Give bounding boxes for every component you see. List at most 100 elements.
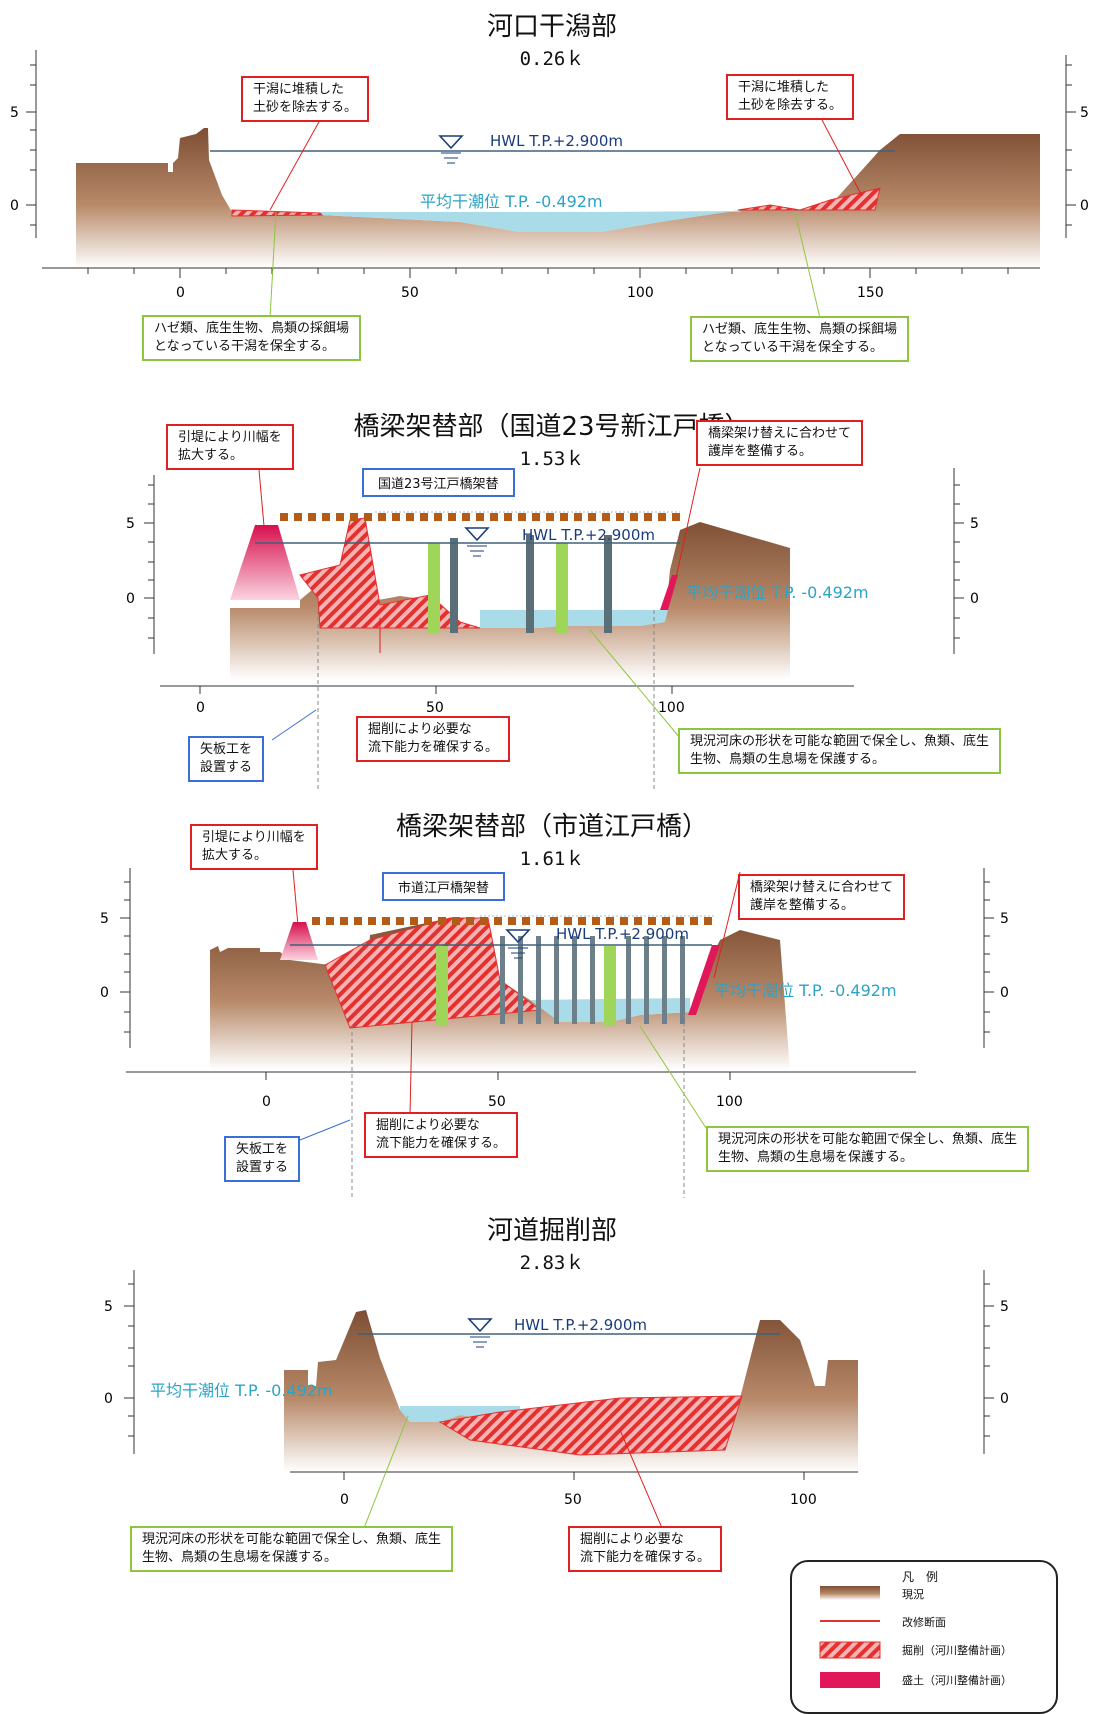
water-bed (480, 610, 668, 628)
y-tick-5-right: 5 (970, 516, 979, 532)
x-tick-100: 100 (627, 285, 654, 301)
x-tick-50: 50 (488, 1094, 506, 1110)
legend-item-existing: 現況 (902, 1588, 924, 1601)
y-tick-0-right: 0 (1000, 1391, 1009, 1407)
note-preserve-tidal-flat-right: ハゼ類、底生生物、鳥類の採餌場 となっている干潟を保全する。 (690, 316, 910, 362)
y-tick-5: 5 (126, 516, 135, 532)
note-sheet-pile: 矢板工を 設置する (224, 1136, 301, 1182)
bridge-label: 市道江戸橋架替 (382, 872, 506, 901)
embankment-right (688, 945, 720, 1015)
embankment-right (660, 575, 678, 610)
mean-low-tide-label: 平均干潮位 T.P. -0.492m (714, 981, 897, 1000)
legend-title: 凡 例 (902, 1570, 939, 1584)
excavation-left (231, 209, 324, 217)
x-tick-50: 50 (401, 285, 419, 301)
note-revetment: 橋梁架け替えに合わせて 護岸を整備する。 (738, 874, 906, 920)
hwl-label: HWL T.P.+2.900m (490, 132, 623, 150)
cross-section-chart: 5 0 5 0 HWL T.P.+2.900m 平均干潮位 T.P. -0.49… (126, 435, 979, 792)
excavation-right (737, 187, 881, 211)
legend-item-excavation: 掘削（河川整備計画） (902, 1644, 1012, 1657)
note-remove-sediment-left: 干潟に堆積した 土砂を除去する。 (241, 76, 370, 122)
y-tick-5-right: 5 (1080, 105, 1089, 121)
legend-swatch-existing (820, 1586, 880, 1600)
water-bed (322, 211, 738, 230)
section-km: 1.61ｋ (519, 848, 585, 870)
y-tick-0-right: 0 (1080, 198, 1089, 214)
section-title: 橋梁架替部（市道江戸橋） (395, 812, 708, 842)
hwl-label: HWL T.P.+2.900m (522, 526, 655, 544)
water-level-icon (464, 527, 490, 542)
ground-existing (76, 128, 1040, 268)
legend-swatch-fill (820, 1672, 880, 1688)
y-tick-5-right: 5 (1000, 1299, 1009, 1315)
note-preserve-riverbed: 現況河床の形状を可能な範囲で保全し、魚類、底生 生物、鳥類の生息場を保護する。 (130, 1526, 454, 1572)
x-tick-100: 100 (658, 700, 685, 716)
y-tick-0: 0 (126, 591, 135, 607)
x-tick-0: 0 (340, 1492, 349, 1508)
x-tick-0: 0 (176, 285, 185, 301)
section-km: 1.53ｋ (519, 448, 585, 470)
section-km: 0.26ｋ (519, 48, 585, 70)
section-bridge-national-route-23: 橋梁架替部（国道23号新江戸橋） 1.53ｋ 5 0 5 0 HWL T.P.+… (0, 400, 1104, 800)
x-tick-150: 150 (857, 285, 884, 301)
legend-item-fill: 盛土（河川整備計画） (902, 1674, 1012, 1687)
x-tick-100: 100 (716, 1094, 743, 1110)
water-bed (400, 1406, 520, 1422)
y-tick-5: 5 (10, 105, 19, 121)
mean-low-tide-label: 平均干潮位 T.P. -0.492m (686, 583, 869, 602)
note-remove-sediment-right: 干潟に堆積した 土砂を除去する。 (726, 74, 855, 120)
bridge-label: 国道23号江戸橋架替 (362, 468, 515, 497)
section-estuary-tidal-flat: 河口干潟部 0.26ｋ 5 0 5 0 HWL T.P.+2.900m 平均干潮… (0, 0, 1104, 362)
embankment-left (230, 525, 300, 600)
x-tick-0: 0 (196, 700, 205, 716)
y-tick-5: 5 (100, 911, 109, 927)
excavation (438, 1395, 743, 1456)
section-title: 河道掘削部 (486, 1216, 617, 1246)
note-setback-levee: 引堤により川幅を 拡大する。 (190, 824, 318, 870)
legend-swatch-excavation (819, 1641, 881, 1659)
old-pier (604, 535, 612, 633)
y-tick-0: 0 (100, 985, 109, 1001)
cross-section-chart: 5 0 5 0 HWL T.P.+2.900m 平均干潮位 T.P. -0.49… (10, 50, 1089, 319)
section-km: 2.83ｋ (519, 1252, 585, 1274)
y-tick-5-right: 5 (1000, 911, 1009, 927)
water-level-icon (505, 929, 531, 944)
x-tick-100: 100 (790, 1492, 817, 1508)
hwl-label: HWL T.P.+2.900m (514, 1316, 647, 1334)
x-tick-50: 50 (426, 700, 444, 716)
section-channel-excavation: 河道掘削部 2.83ｋ 5 0 5 0 HWL T.P.+2.900m 平均干潮… (0, 1210, 1104, 1572)
note-sheet-pile: 矢板工を 設置する (188, 736, 265, 782)
hwl-label: HWL T.P.+2.900m (556, 925, 689, 943)
x-tick-50: 50 (564, 1492, 582, 1508)
old-pier (526, 535, 534, 633)
embankment-left (280, 922, 318, 960)
mean-low-tide-label: 平均干潮位 T.P. -0.492m (150, 1381, 333, 1400)
note-setback-levee: 引堤により川幅を 拡大する。 (166, 424, 294, 470)
note-preserve-tidal-flat-left: ハゼ類、底生生物、鳥類の採餌場 となっている干潟を保全する。 (142, 315, 362, 361)
cross-section-chart: 5 0 5 0 HWL T.P.+2.900m 平均干潮位 T.P. -0.49… (104, 1270, 1009, 1529)
note-preserve-riverbed: 現況河床の形状を可能な範囲で保全し、魚類、底生 生物、鳥類の生息場を保護する。 (706, 1126, 1030, 1172)
mean-low-tide-label: 平均干潮位 T.P. -0.492m (420, 192, 603, 211)
section-title: 河口干潟部 (486, 12, 617, 42)
x-tick-0: 0 (262, 1094, 271, 1110)
new-pier (604, 946, 616, 1026)
old-piers (500, 936, 685, 1024)
section-title: 橋梁架替部（国道23号新江戸橋） (353, 412, 751, 442)
water-level-icon (438, 135, 464, 150)
y-tick-0-right: 0 (1000, 985, 1009, 1001)
old-pier (450, 538, 458, 633)
section-bridge-city-road: 橋梁架替部（市道江戸橋） 1.61ｋ 5 0 5 0 HWL T.P.+2.90… (0, 800, 1104, 1200)
y-tick-0: 0 (104, 1391, 113, 1407)
note-preserve-riverbed: 現況河床の形状を可能な範囲で保全し、魚類、底生 生物、鳥類の生息場を保護する。 (678, 728, 1002, 774)
legend-item-improved-section: 改修断面 (902, 1616, 946, 1629)
note-revetment: 橋梁架け替えに合わせて 護岸を整備する。 (696, 420, 864, 466)
note-excavation: 掘削により必要な 流下能力を確保する。 (356, 716, 511, 762)
y-tick-0: 0 (10, 198, 19, 214)
legend: 凡 例 現況 改修断面 掘削（河川整備計画） 盛土（河川整備計画） (790, 1560, 1058, 1714)
y-tick-0-right: 0 (970, 591, 979, 607)
new-pier (556, 543, 568, 633)
new-pier (436, 946, 448, 1026)
note-excavation: 掘削により必要な 流下能力を確保する。 (568, 1526, 723, 1572)
excavation (324, 917, 542, 1029)
note-excavation: 掘削により必要な 流下能力を確保する。 (364, 1112, 519, 1158)
